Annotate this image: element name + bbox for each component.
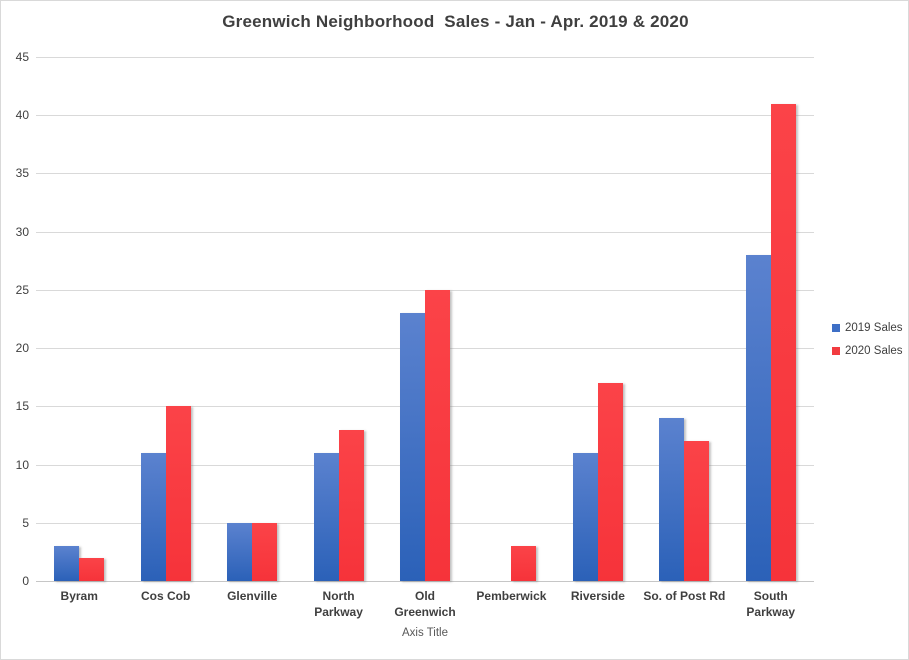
legend: 2019 Sales 2020 Sales xyxy=(832,322,903,357)
bar-2020-sales-so-of-post-rd[interactable] xyxy=(684,441,710,581)
ytick-label-5: 5 xyxy=(22,515,29,530)
category-label-byram: Byram xyxy=(60,589,98,603)
bar-2019-sales-north-parkway[interactable] xyxy=(313,452,339,581)
category-label-pemberwick: Pemberwick xyxy=(476,589,547,603)
category-label-north-parkway: North Parkway xyxy=(314,589,363,619)
ytick-label-30: 30 xyxy=(15,224,29,239)
legend-label-2020-sales: 2020 Sales xyxy=(845,345,903,357)
bar-2020-sales-south-parkway[interactable] xyxy=(770,103,796,581)
legend-swatch-2020-sales xyxy=(832,347,840,355)
bar-2020-sales-pemberwick[interactable] xyxy=(511,546,537,581)
bar-2020-sales-cos-cob[interactable] xyxy=(165,406,191,581)
category-label-south-parkway: South Parkway xyxy=(746,589,796,619)
bar-2019-sales-byram[interactable] xyxy=(54,546,80,581)
ytick-label-10: 10 xyxy=(15,457,29,472)
bar-2019-sales-riverside[interactable] xyxy=(572,452,598,581)
plot-area xyxy=(36,57,814,582)
category-label-glenville: Glenville xyxy=(227,589,278,603)
x-axis-title: Axis Title xyxy=(401,627,448,639)
ytick-label-40: 40 xyxy=(15,108,29,123)
ytick-label-15: 15 xyxy=(15,399,29,414)
gridline-40 xyxy=(36,115,814,117)
bar-2020-sales-riverside[interactable] xyxy=(597,383,623,581)
legend-item-2020-sales[interactable]: 2020 Sales xyxy=(832,345,903,357)
bar-2019-sales-so-of-post-rd[interactable] xyxy=(659,417,685,581)
category-label-old-greenwich: Old Greenwich xyxy=(394,589,456,619)
gridline-35 xyxy=(36,173,814,175)
bar-2020-sales-old-greenwich[interactable] xyxy=(425,289,450,581)
bar-2019-sales-south-parkway[interactable] xyxy=(745,254,771,581)
category-label-so-of-post-rd: So. of Post Rd xyxy=(643,589,726,603)
gridline-30 xyxy=(36,231,814,233)
bar-2019-sales-old-greenwich[interactable] xyxy=(400,313,425,581)
bar-2019-sales-cos-cob[interactable] xyxy=(140,452,166,581)
bar-2019-sales-glenville[interactable] xyxy=(227,522,253,581)
ytick-label-20: 20 xyxy=(15,341,29,356)
gridline-45 xyxy=(36,57,814,58)
legend-swatch-2019-sales xyxy=(832,324,840,332)
category-label-cos-cob: Cos Cob xyxy=(140,589,191,603)
ytick-label-35: 35 xyxy=(15,166,29,181)
legend-label-2019-sales: 2019 Sales xyxy=(845,322,903,334)
chart-title: Greenwich Neighborhood Sales - Jan - Apr… xyxy=(222,12,689,31)
bar-2020-sales-byram[interactable] xyxy=(79,557,105,581)
ytick-label-45: 45 xyxy=(15,50,29,64)
bar-2020-sales-north-parkway[interactable] xyxy=(338,429,364,581)
legend-item-2019-sales[interactable]: 2019 Sales xyxy=(832,322,903,334)
bar-2020-sales-glenville[interactable] xyxy=(252,522,278,581)
gridline-0 xyxy=(36,581,814,582)
ytick-label-25: 25 xyxy=(15,282,29,297)
category-label-riverside: Riverside xyxy=(570,589,625,603)
ytick-label-0: 0 xyxy=(22,574,29,588)
